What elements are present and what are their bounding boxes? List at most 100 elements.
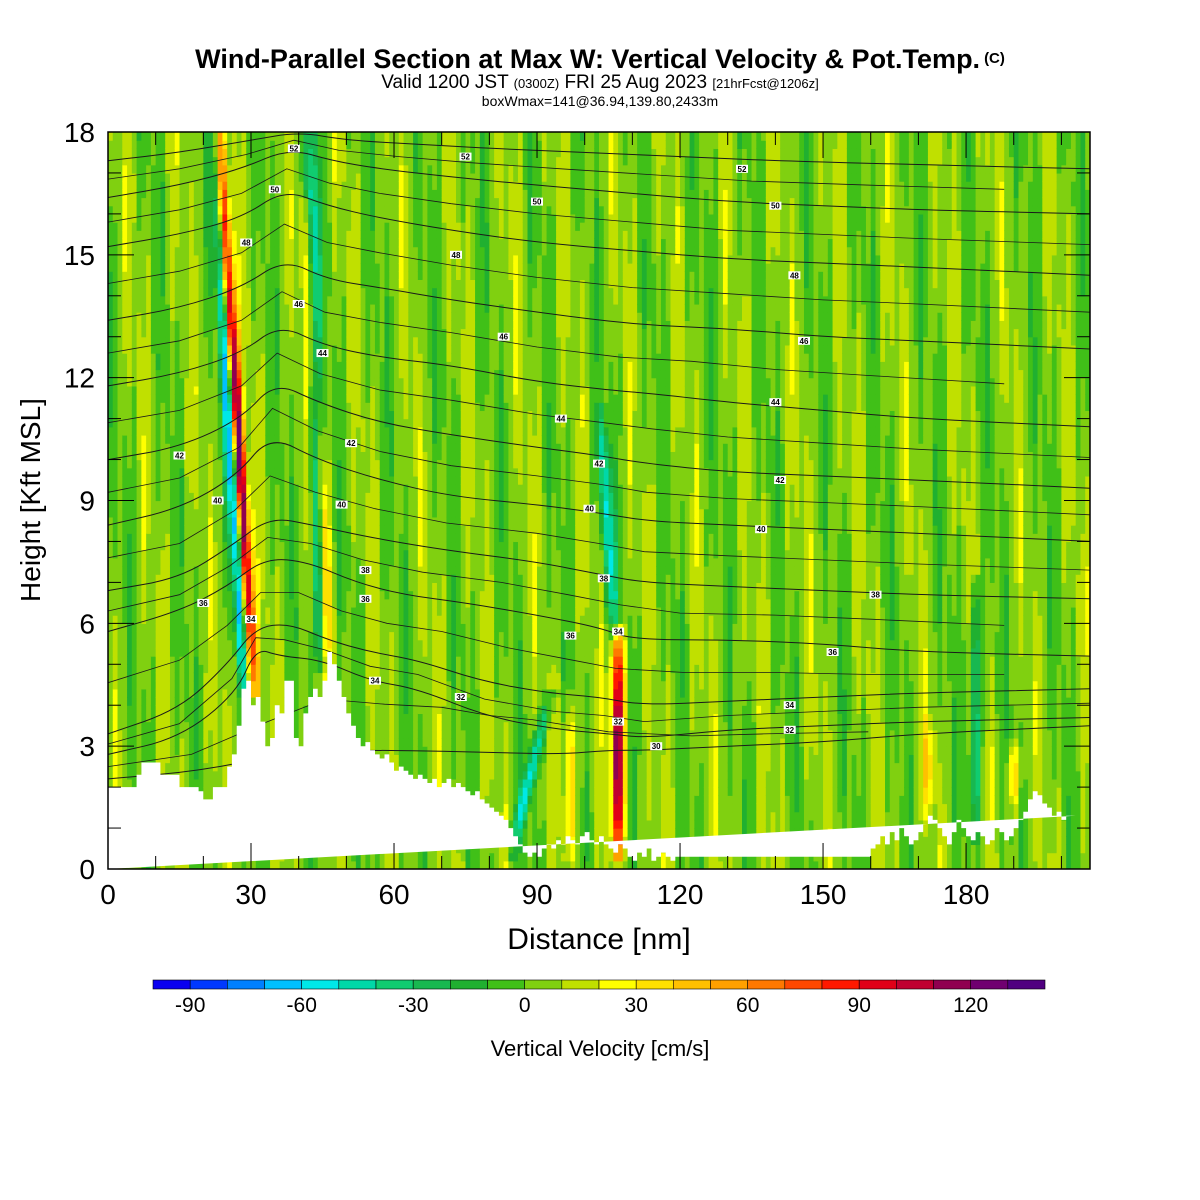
velocity-cell [332,336,338,346]
velocity-cell [332,647,338,657]
velocity-cell [351,549,357,559]
velocity-cell [246,394,252,403]
velocity-cell [246,181,252,190]
velocity-cell [222,762,228,772]
velocity-cell [165,181,171,190]
velocity-cell [265,328,271,338]
velocity-cell [155,263,162,272]
velocity-cell [260,590,266,600]
velocity-cell [146,336,152,346]
velocity-cell [317,672,324,682]
velocity-cell [231,402,238,412]
velocity-cell [131,148,138,158]
velocity-cell [146,246,152,256]
velocity-cell [274,688,281,698]
velocity-cell [312,434,319,444]
velocity-cell [169,394,176,403]
velocity-cell [293,688,300,698]
velocity-cell [255,459,262,469]
velocity-cell [241,451,247,461]
velocity-cell [198,492,204,502]
velocity-cell [365,492,371,502]
velocity-cell [236,484,243,493]
velocity-cell [360,525,367,534]
velocity-cell [227,606,233,616]
velocity-cell [146,205,152,215]
velocity-cell [246,369,252,379]
velocity-cell [293,353,300,362]
velocity-cell [189,541,195,551]
velocity-cell [165,516,171,526]
velocity-cell [236,320,243,330]
velocity-cell [274,582,281,592]
velocity-cell [236,312,243,321]
velocity-cell [108,582,114,592]
velocity-cell [131,132,138,141]
velocity-cell [236,467,243,477]
velocity-cell [136,647,142,657]
velocity-cell [136,492,142,502]
velocity-cell [208,484,214,493]
velocity-cell [212,148,219,158]
velocity-cell [332,574,338,583]
velocity-cell [251,639,257,649]
velocity-cell [217,303,224,313]
velocity-cell [141,729,147,739]
velocity-cell [274,328,281,338]
velocity-cell [174,394,181,403]
velocity-cell [327,418,333,428]
velocity-cell [317,230,324,240]
velocity-cell [274,434,281,444]
velocity-cell [327,451,333,461]
velocity-cell [312,574,319,583]
velocity-cell [184,336,190,346]
velocity-cell [236,688,243,698]
velocity-cell [160,172,166,182]
velocity-cell [351,222,357,231]
velocity-cell [131,287,138,297]
velocity-cell [231,598,238,608]
velocity-cell [322,639,328,649]
velocity-cell [141,385,147,395]
velocity-cell [122,148,128,158]
velocity-cell [117,148,123,158]
velocity-cell [365,598,371,608]
velocity-cell [332,385,338,395]
velocity-cell [184,697,190,706]
velocity-cell [222,148,228,158]
velocity-cell [289,402,295,412]
velocity-cell [365,271,371,280]
velocity-cell [260,475,266,485]
velocity-cell [165,533,171,543]
velocity-cell [150,377,157,387]
velocity-cell [165,263,171,272]
velocity-cell [227,459,233,469]
velocity-cell [293,246,300,256]
velocity-cell [260,500,266,510]
velocity-cell [312,385,319,395]
velocity-cell [365,664,371,674]
velocity-cell [255,574,262,583]
velocity-cell [189,762,195,772]
velocity-cell [251,320,257,330]
velocity-cell [303,525,309,534]
velocity-cell [189,623,195,633]
velocity-cell [198,533,204,543]
velocity-cell [150,566,157,575]
velocity-cell [208,344,214,354]
velocity-cell [327,132,333,141]
velocity-cell [312,549,319,559]
velocity-cell [255,549,262,559]
velocity-cell [312,516,319,526]
velocity-cell [217,754,224,764]
velocity-cell [189,754,195,764]
velocity-cell [332,615,338,624]
velocity-cell [165,680,171,690]
velocity-cell [293,181,300,190]
velocity-cell [231,615,238,624]
velocity-cell [222,525,228,534]
velocity-cell [260,238,266,248]
velocity-cell [308,549,314,559]
velocity-cell [174,410,181,420]
velocity-cell [365,549,371,559]
